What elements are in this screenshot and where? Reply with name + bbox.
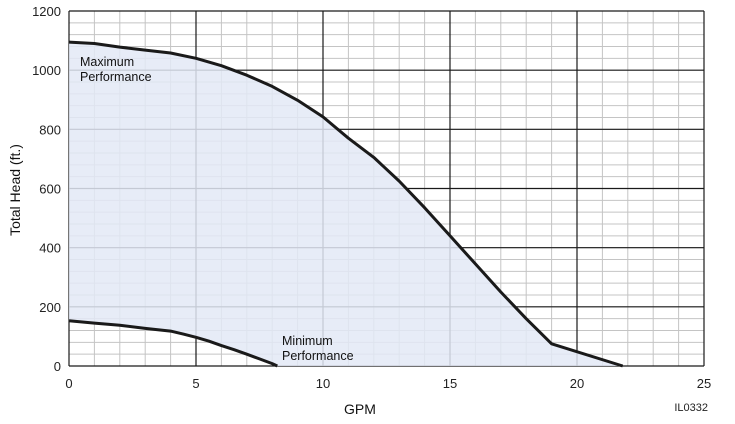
x-axis-title: GPM xyxy=(344,401,376,417)
x-tick-label: 5 xyxy=(192,376,199,391)
x-tick-label: 25 xyxy=(697,376,711,391)
series-line-maximum-performance xyxy=(68,40,624,368)
y-tick-label: 600 xyxy=(39,182,61,197)
x-tick-label: 10 xyxy=(316,376,330,391)
x-tick-label: 15 xyxy=(443,376,457,391)
y-tick-label: 1200 xyxy=(32,4,61,19)
y-tick-label: 1000 xyxy=(32,63,61,78)
annotation-minimum-line2: Performance xyxy=(282,349,354,363)
y-tick-label: 0 xyxy=(54,359,61,374)
y-tick-label: 400 xyxy=(39,241,61,256)
annotation-minimum-line1: Minimum xyxy=(282,334,333,348)
y-axis-title: Total Head (ft.) xyxy=(7,144,23,236)
x-axis-tick-labels: 0 5 10 15 20 25 xyxy=(65,376,711,391)
x-tick-label: 20 xyxy=(570,376,584,391)
y-tick-label: 800 xyxy=(39,122,61,137)
annotation-maximum-line1: Maximum xyxy=(80,55,134,69)
figure-id-label: IL0332 xyxy=(674,402,708,414)
x-tick-label: 0 xyxy=(65,376,72,391)
y-axis-tick-labels: 0 200 400 600 800 1000 1200 xyxy=(32,4,61,374)
y-tick-label: 200 xyxy=(39,300,61,315)
series-line-minimum-performance xyxy=(68,319,278,368)
annotation-maximum-line2: Performance xyxy=(80,70,152,84)
operating-range-fill xyxy=(69,42,623,366)
